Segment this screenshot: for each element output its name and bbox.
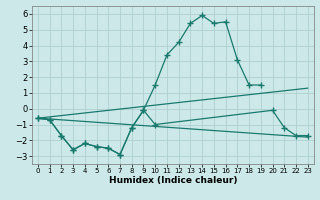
X-axis label: Humidex (Indice chaleur): Humidex (Indice chaleur)	[108, 176, 237, 185]
